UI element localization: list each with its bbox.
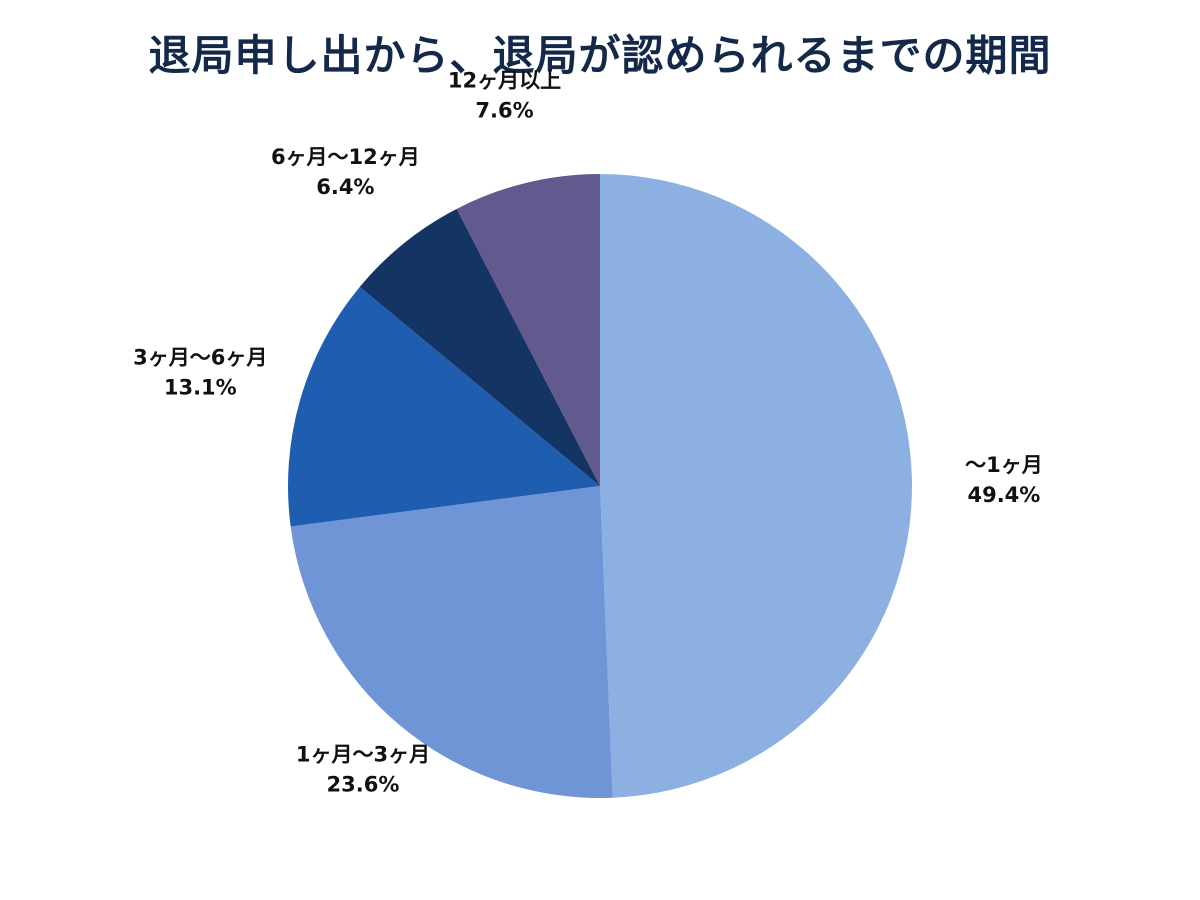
slice-label-1: 1ヶ月〜3ヶ月 23.6% [296,742,430,796]
pie-slice-3 [359,208,600,486]
pie-slice-4 [456,174,600,486]
slice-category-label: 1ヶ月〜3ヶ月 [296,742,430,766]
slice-label-4: 12ヶ月以上 7.6% [448,68,561,122]
slice-category-label: 3ヶ月〜6ヶ月 [133,346,267,370]
slice-label-2: 3ヶ月〜6ヶ月 13.1% [133,346,267,400]
pie-slice-2 [288,286,600,527]
slice-category-label: 6ヶ月〜12ヶ月 [271,145,420,169]
slice-value-label: 23.6% [327,772,400,796]
pie-labels: 〜1ヶ月 49.4% 1ヶ月〜3ヶ月 23.6% 3ヶ月〜6ヶ月 13.1% 6ヶ月〜12ヶ… [133,68,1043,796]
slice-value-label: 6.4% [316,175,374,199]
pie-slice-1 [290,486,613,798]
pie-slices [288,174,913,798]
slice-value-label: 7.6% [475,98,533,122]
slice-label-3: 6ヶ月〜12ヶ月 6.4% [271,145,420,199]
slice-label-0: 〜1ヶ月 49.4% [965,453,1043,507]
slice-value-label: 49.4% [967,483,1040,507]
chart-title: 退局申し出から、退局が認められるまでの期間 [148,31,1052,80]
slice-value-label: 13.1% [164,376,237,400]
pie-slice-0 [600,174,913,798]
slice-category-label: 〜1ヶ月 [965,453,1043,477]
slice-category-label: 12ヶ月以上 [448,68,561,92]
